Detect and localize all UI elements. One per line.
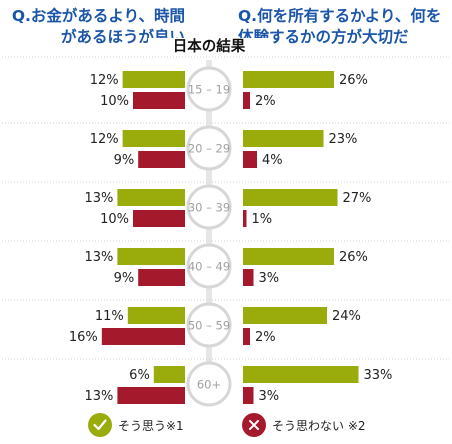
age-group-label: 60+ (197, 378, 221, 392)
left-value-label-agree: 12% (90, 73, 119, 88)
left-question-title: Q.お金があるより、時間 があるほうが良い (11, 7, 185, 46)
right-value-label-disagree: 3% (259, 389, 280, 404)
legend-item-agree: そう思う※1 (88, 412, 184, 438)
left-bar-agree (122, 71, 185, 88)
right-bar-disagree (243, 269, 254, 286)
check-icon (88, 413, 112, 437)
age-circle (186, 125, 232, 171)
age-group-label: 30 – 39 (188, 201, 230, 215)
left-value-label-disagree: 13% (84, 389, 113, 404)
right-bar-agree (243, 71, 334, 88)
left-bar-disagree (117, 387, 185, 404)
right-bar-disagree (243, 92, 250, 109)
age-group-label: 40 – 49 (188, 260, 230, 274)
left-bar-agree (122, 130, 185, 147)
right-value-label-disagree: 3% (259, 271, 280, 286)
right-bar-agree (243, 248, 334, 265)
left-value-label-agree: 6% (129, 368, 150, 383)
chart-title: 日本の結果 (148, 38, 270, 56)
age-circle (186, 361, 232, 407)
right-value-label-disagree: 4% (262, 153, 283, 168)
left-bar-disagree (133, 92, 185, 109)
legend-label-disagree: そう思わない ※2 (272, 418, 366, 433)
age-group-label: 50 – 59 (188, 319, 230, 333)
right-bar-disagree (243, 151, 257, 168)
cross-icon (242, 413, 266, 437)
age-circle (186, 184, 232, 230)
left-value-label-disagree: 10% (100, 212, 129, 227)
left-value-label-agree: 13% (84, 250, 113, 265)
left-value-label-disagree: 9% (114, 271, 135, 286)
right-value-label-disagree: 2% (255, 94, 276, 109)
age-group-label: 20 – 29 (188, 142, 230, 156)
age-circle (186, 66, 232, 112)
right-value-label-agree: 23% (329, 132, 358, 147)
left-bar-disagree (133, 210, 185, 227)
age-circle (186, 302, 232, 348)
right-value-label-agree: 33% (364, 368, 393, 383)
right-value-label-agree: 26% (339, 250, 368, 265)
right-value-label-agree: 26% (339, 73, 368, 88)
right-bar-disagree (243, 328, 250, 345)
right-bar-agree (243, 366, 359, 383)
right-value-label-disagree: 2% (255, 330, 276, 345)
left-bar-agree (153, 366, 185, 383)
right-bar-agree (243, 307, 327, 324)
right-question-title: Q.何を所有するかより、何を 体験するかの方が大切だ (238, 7, 442, 46)
right-value-label-agree: 24% (332, 309, 361, 324)
right-bar-agree (243, 130, 324, 147)
age-group-label: 15 – 19 (188, 83, 230, 97)
legend-item-disagree: そう思わない ※2 (242, 412, 366, 438)
left-bar-disagree (138, 151, 185, 168)
age-circle (186, 243, 232, 289)
left-value-label-disagree: 16% (69, 330, 98, 345)
left-bar-disagree (101, 328, 185, 345)
left-value-label-agree: 11% (95, 309, 124, 324)
left-bar-agree (127, 307, 185, 324)
right-bar-disagree (243, 210, 247, 227)
left-bar-agree (117, 189, 185, 206)
left-value-label-disagree: 9% (114, 153, 135, 168)
right-value-label-agree: 27% (343, 191, 372, 206)
right-bar-disagree (243, 387, 254, 404)
left-value-label-agree: 13% (84, 191, 113, 206)
right-bar-agree (243, 189, 338, 206)
left-bar-agree (117, 248, 185, 265)
left-value-label-disagree: 10% (100, 94, 129, 109)
left-bar-disagree (138, 269, 185, 286)
right-value-label-disagree: 1% (252, 212, 273, 227)
legend-label-agree: そう思う※1 (118, 418, 184, 433)
left-value-label-agree: 12% (90, 132, 119, 147)
